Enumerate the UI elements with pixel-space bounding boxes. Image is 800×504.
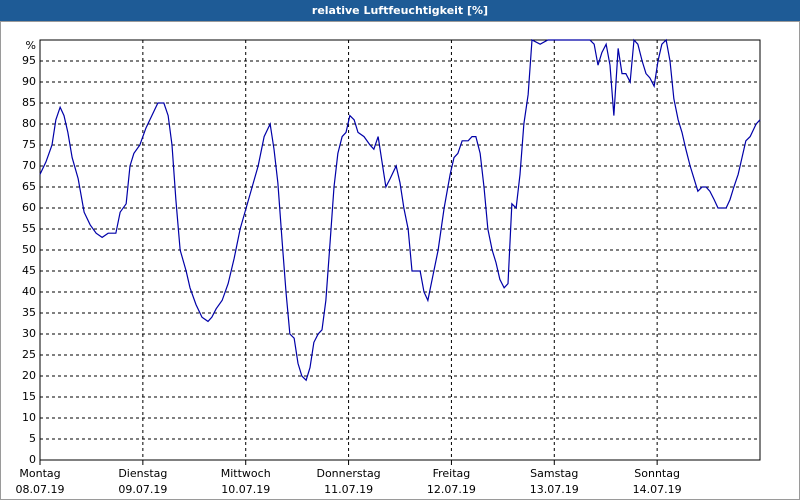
- x-tick-date: 10.07.19: [221, 483, 270, 496]
- y-tick-label: 55: [22, 222, 36, 235]
- y-tick-label: 25: [22, 348, 36, 361]
- y-tick-label: 5: [29, 432, 36, 445]
- x-tick-date: 08.07.19: [16, 483, 65, 496]
- y-tick-label: 45: [22, 264, 36, 277]
- y-tick-label: 80: [22, 117, 36, 130]
- x-tick-date: 14.07.19: [633, 483, 682, 496]
- y-tick-label: 60: [22, 201, 36, 214]
- y-tick-label: 90: [22, 75, 36, 88]
- y-tick-label: 85: [22, 96, 36, 109]
- x-tick-date: 11.07.19: [324, 483, 373, 496]
- x-tick-date: 13.07.19: [530, 483, 579, 496]
- y-tick-label: 65: [22, 180, 36, 193]
- y-tick-label: 70: [22, 159, 36, 172]
- y-tick-label: %: [26, 39, 36, 52]
- y-tick-label: 40: [22, 285, 36, 298]
- x-tick-label: Donnerstag: [316, 467, 380, 480]
- x-tick-label: Samstag: [530, 467, 578, 480]
- data-line: [39, 38, 761, 382]
- title-bar: [0, 0, 800, 21]
- y-tick-label: 20: [22, 369, 36, 382]
- x-tick-label: Freitag: [433, 467, 471, 480]
- y-tick-label: 30: [22, 327, 36, 340]
- y-tick-label: 75: [22, 138, 36, 151]
- y-tick-label: 15: [22, 390, 36, 403]
- x-tick-date: 12.07.19: [427, 483, 476, 496]
- y-tick-label: 95: [22, 54, 36, 67]
- x-tick-label: Dienstag: [118, 467, 167, 480]
- x-tick-label: Mittwoch: [221, 467, 271, 480]
- plot-border: [39, 39, 761, 461]
- y-tick-label: 35: [22, 306, 36, 319]
- x-tick-label: Montag: [19, 467, 60, 480]
- y-tick-label: 10: [22, 411, 36, 424]
- x-tick-label: Sonntag: [634, 467, 680, 480]
- y-tick-label: 50: [22, 243, 36, 256]
- y-tick-label: 0: [29, 453, 36, 466]
- x-tick-date: 09.07.19: [118, 483, 167, 496]
- chart-title: relative Luftfeuchtigkeit [%]: [312, 4, 488, 17]
